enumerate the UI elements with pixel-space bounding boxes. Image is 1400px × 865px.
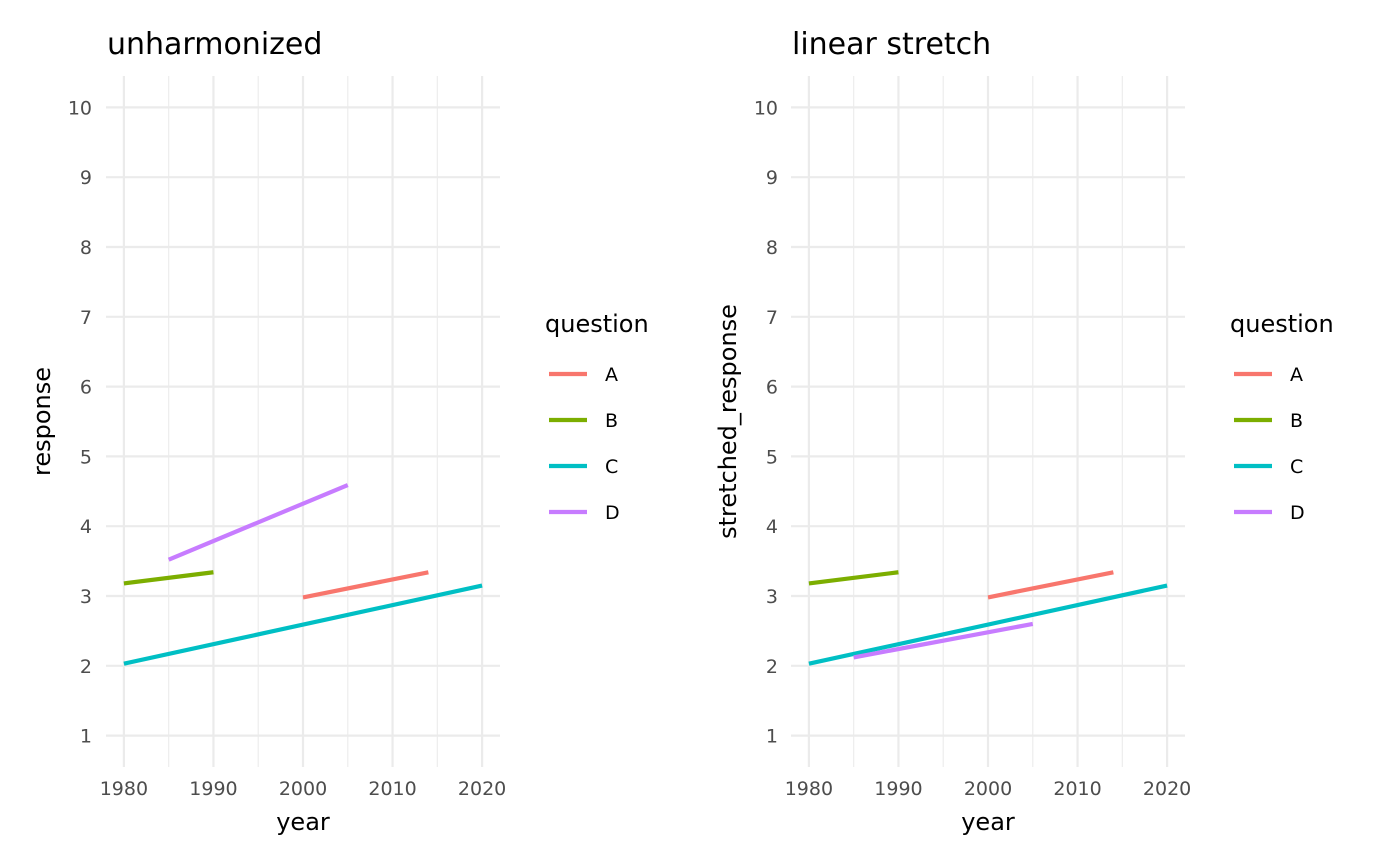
panel-1-y-tick-label: 6 — [80, 377, 92, 399]
panel-2-legend-label-d: D — [1290, 502, 1305, 524]
panel-1-y-tick-label: 10 — [68, 97, 92, 119]
panel-2-legend-title: question — [1230, 310, 1334, 338]
panel-2-y-axis-label: stretched_response — [714, 304, 742, 539]
panel-1-y-tick-label: 2 — [80, 656, 92, 678]
panel-1-series-line-a — [302, 570, 429, 600]
panel-1-y-tick-label: 5 — [80, 446, 92, 468]
panel-1-y-axis-label: response — [28, 367, 56, 476]
panel-2-x-tick-label: 2020 — [1143, 778, 1191, 800]
panel-1-y-tick-label: 1 — [80, 726, 92, 748]
panel-1-chart-title: unharmonized — [107, 27, 322, 62]
panel-2-series-line-b — [808, 570, 899, 586]
panel-1-x-tick-label: 2000 — [279, 778, 327, 800]
panel-2-y-tick-label: 6 — [766, 377, 778, 399]
panel-1-legend-label-a: A — [605, 364, 618, 386]
panel-1-y-tick-label: 7 — [80, 307, 92, 329]
panel-1-legend-label-b: B — [605, 410, 618, 432]
panel-2-chart-title: linear stretch — [792, 27, 991, 62]
panel-1-x-tick-label: 2020 — [458, 778, 506, 800]
panel-2-x-tick-label: 1990 — [874, 778, 922, 800]
panel-1-y-tick-label: 3 — [80, 586, 92, 608]
panel-1-legend-title: question — [545, 310, 649, 338]
panel-2-y-tick-label: 1 — [766, 726, 778, 748]
panel-2-y-tick-label: 5 — [766, 446, 778, 468]
panel-1-x-tick-label: 1980 — [100, 778, 148, 800]
panel-1-x-tick-label: 2010 — [368, 778, 416, 800]
panel-2-legend-label-a: A — [1290, 364, 1303, 386]
panel-2-y-tick-label: 9 — [766, 167, 778, 189]
panel-1-legend-label-d: D — [605, 502, 620, 524]
panel-1-series-line-b — [123, 570, 214, 586]
panel-2-legend-label-c: C — [1290, 456, 1303, 478]
panel-2-y-tick-label: 7 — [766, 307, 778, 329]
panel-2-x-tick-label: 2000 — [964, 778, 1012, 800]
panel-1-legend-label-c: C — [605, 456, 618, 478]
panel-1-x-tick-label: 1990 — [189, 778, 237, 800]
panel-2-x-tick-label: 2010 — [1053, 778, 1101, 800]
panel-2-y-tick-label: 8 — [766, 237, 778, 259]
panel-1-y-tick-label: 9 — [80, 167, 92, 189]
panel-2-y-tick-label: 4 — [766, 516, 778, 538]
panel-2-y-tick-label: 3 — [766, 586, 778, 608]
panel-1-y-tick-label: 4 — [80, 516, 92, 538]
panel-2-legend-label-b: B — [1290, 410, 1303, 432]
panel-2-x-axis-label: year — [961, 808, 1015, 836]
panel-2-series-line-a — [987, 570, 1114, 600]
panel-1-series-line-d — [167, 483, 349, 562]
panel-2-series-line-d — [853, 621, 1034, 660]
panel-2-x-tick-label: 1980 — [785, 778, 833, 800]
panel-2-series-line-c — [808, 583, 1168, 666]
panel-1-series-line-c — [123, 583, 483, 666]
panel-1-y-tick-label: 8 — [80, 237, 92, 259]
panel-2-y-tick-label: 2 — [766, 656, 778, 678]
panel-1-x-axis-label: year — [276, 808, 330, 836]
panel-2-y-tick-label: 10 — [754, 97, 778, 119]
